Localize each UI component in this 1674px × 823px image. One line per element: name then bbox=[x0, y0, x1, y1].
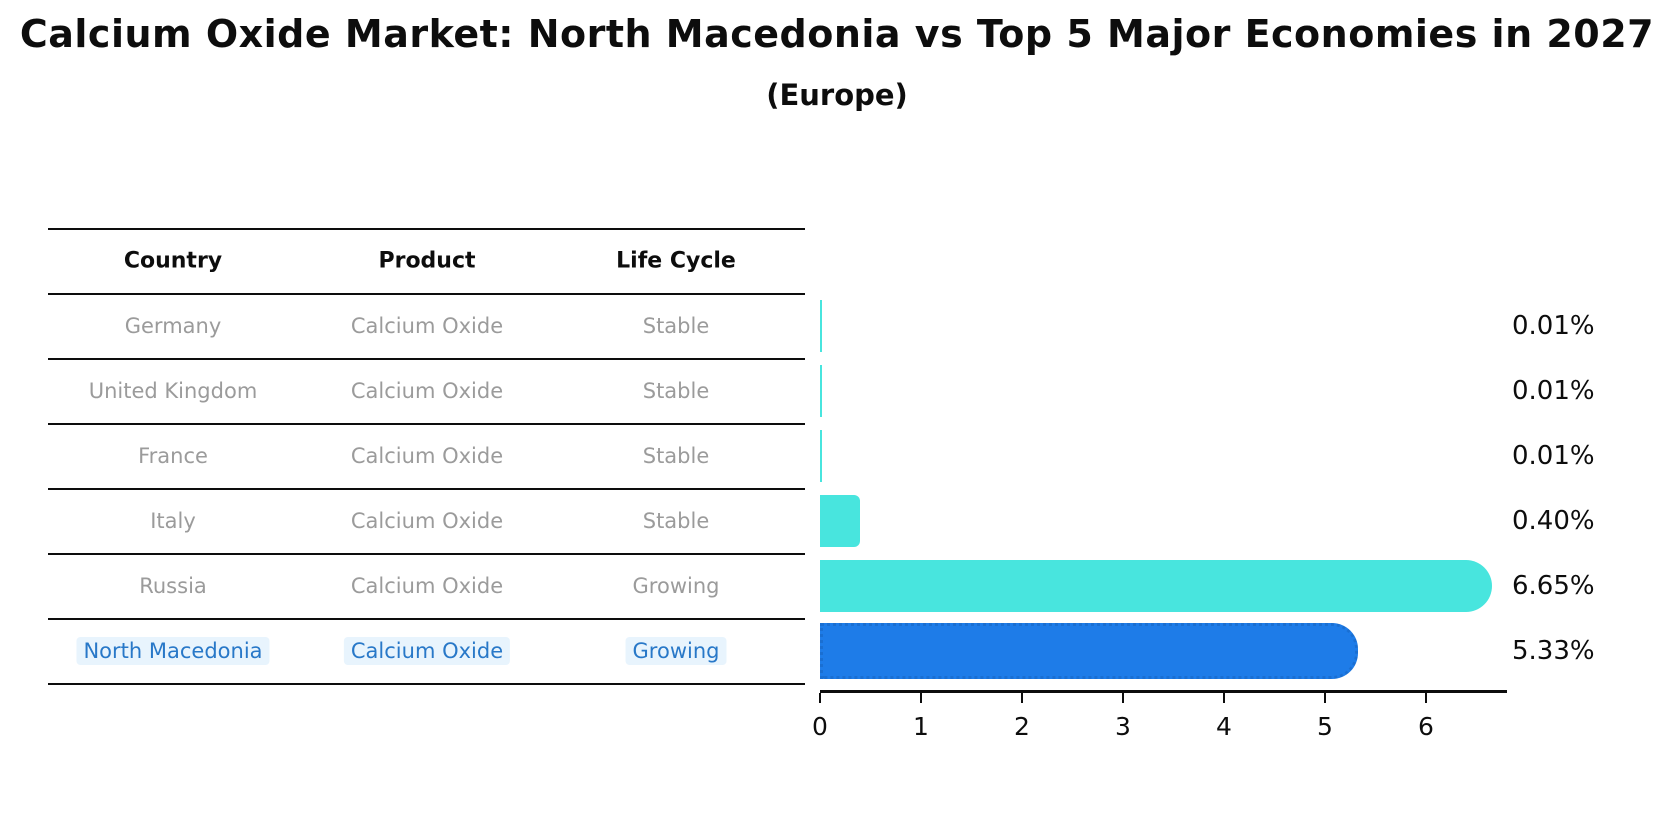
table-cell-russia-product: Calcium Oxide bbox=[350, 573, 504, 598]
bar-united-kingdom bbox=[820, 364, 822, 417]
table-divider-line bbox=[48, 228, 805, 230]
bar-north-macedonia bbox=[820, 622, 1358, 679]
table-cell-north-macedonia-country: North Macedonia bbox=[76, 636, 270, 665]
value-label-russia: 6.65% bbox=[1512, 570, 1595, 601]
bar-russia bbox=[820, 559, 1492, 612]
table-divider-line bbox=[48, 618, 805, 620]
table-cell-germany-life-cycle: Stable bbox=[642, 313, 710, 338]
table-cell-united-kingdom-product: Calcium Oxide bbox=[350, 378, 504, 403]
x-axis-tick-label-6: 6 bbox=[1418, 712, 1434, 741]
x-axis-tick-5 bbox=[1324, 693, 1326, 703]
x-axis-tick-label-0: 0 bbox=[812, 712, 828, 741]
chart-subtitle: (Europe) bbox=[766, 78, 908, 112]
table-divider-line bbox=[48, 553, 805, 555]
bar-france bbox=[820, 429, 822, 482]
value-label-italy: 0.40% bbox=[1512, 505, 1595, 536]
x-axis-tick-label-2: 2 bbox=[1014, 712, 1030, 741]
table-divider-line bbox=[48, 293, 805, 295]
column-header-country: Country bbox=[123, 248, 223, 273]
table-divider-line bbox=[48, 423, 805, 425]
table-cell-north-macedonia-life-cycle: Growing bbox=[625, 636, 727, 665]
value-label-germany: 0.01% bbox=[1512, 310, 1595, 341]
table-cell-france-country: France bbox=[138, 443, 208, 468]
value-label-united-kingdom: 0.01% bbox=[1512, 375, 1595, 406]
x-axis-tick-2 bbox=[1021, 693, 1023, 703]
table-divider-line bbox=[48, 488, 805, 490]
value-label-north-macedonia: 5.33% bbox=[1512, 635, 1595, 666]
chart-title: Calcium Oxide Market: North Macedonia vs… bbox=[19, 12, 1655, 56]
table-cell-france-product: Calcium Oxide bbox=[350, 443, 504, 468]
table-cell-germany-country: Germany bbox=[124, 313, 222, 338]
table-cell-united-kingdom-life-cycle: Stable bbox=[642, 378, 710, 403]
table-cell-france-life-cycle: Stable bbox=[642, 443, 710, 468]
table-cell-germany-product: Calcium Oxide bbox=[350, 313, 504, 338]
column-header-life-cycle: Life Cycle bbox=[616, 248, 736, 273]
table-cell-italy-country: Italy bbox=[150, 508, 196, 533]
x-axis-tick-0 bbox=[819, 693, 821, 703]
table-divider-line bbox=[48, 683, 805, 685]
x-axis-tick-label-4: 4 bbox=[1216, 712, 1232, 741]
x-axis-tick-3 bbox=[1122, 693, 1124, 703]
table-cell-russia-country: Russia bbox=[139, 573, 207, 598]
table-divider-line bbox=[48, 358, 805, 360]
table-cell-north-macedonia-product: Calcium Oxide bbox=[343, 636, 511, 665]
x-axis-tick-label-5: 5 bbox=[1317, 712, 1333, 741]
table-cell-italy-product: Calcium Oxide bbox=[350, 508, 504, 533]
x-axis-tick-label-3: 3 bbox=[1115, 712, 1131, 741]
x-axis-tick-4 bbox=[1223, 693, 1225, 703]
x-axis-tick-label-1: 1 bbox=[913, 712, 929, 741]
bar-germany bbox=[820, 299, 822, 352]
x-axis-tick-1 bbox=[920, 693, 922, 703]
table-cell-russia-life-cycle: Growing bbox=[632, 573, 720, 598]
value-label-france: 0.01% bbox=[1512, 440, 1595, 471]
column-header-product: Product bbox=[378, 248, 476, 273]
x-axis-line bbox=[820, 690, 1507, 693]
table-cell-italy-life-cycle: Stable bbox=[642, 508, 710, 533]
table-cell-united-kingdom-country: United Kingdom bbox=[88, 378, 258, 403]
x-axis-tick-6 bbox=[1425, 693, 1427, 703]
bar-italy bbox=[820, 494, 860, 547]
